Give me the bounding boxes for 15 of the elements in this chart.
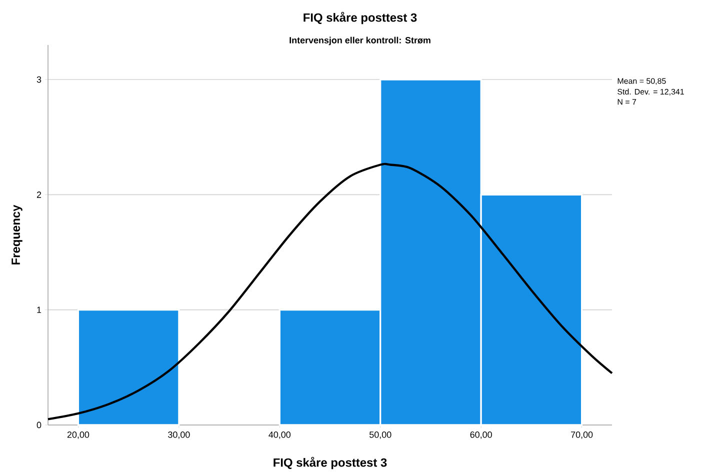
- x-tick-label: 40,00: [268, 431, 291, 439]
- line-series: [46, 162, 614, 420]
- x-tick-label: 20,00: [67, 431, 90, 439]
- x-axis-title: FIQ skåre posttest 3: [274, 456, 387, 470]
- y-tick-label: 0: [36, 422, 42, 428]
- x-tick-label: 30,00: [168, 431, 190, 439]
- x-tick-label: 70,00: [571, 431, 593, 439]
- y-axis-title: Frequency: [12, 204, 22, 264]
- x-tick-label: 50,00: [370, 431, 392, 439]
- chart-subtitle: Intervensjon eller kontroll: Strøm: [290, 36, 430, 46]
- y-tick-label: 3: [36, 76, 42, 83]
- y-tick-label: 1: [37, 306, 42, 313]
- x-tick-label: 60,00: [470, 431, 492, 439]
- chart-title: FIQ skåre posttest 3: [304, 12, 417, 24]
- y-tick-label: 2: [36, 192, 42, 198]
